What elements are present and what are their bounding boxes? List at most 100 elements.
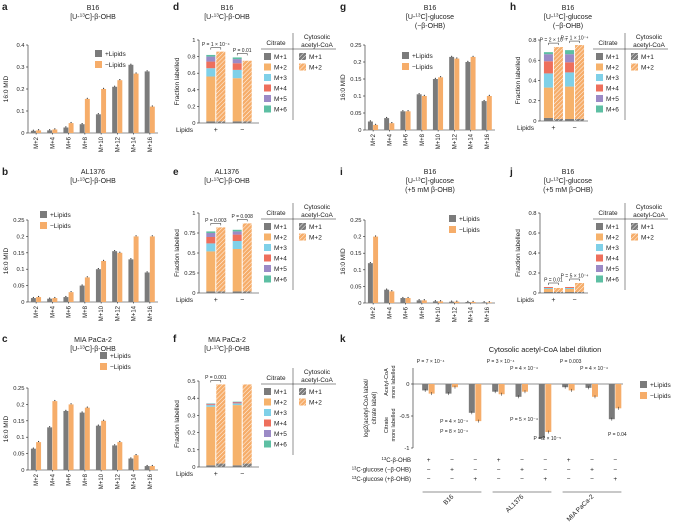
y-tick-label: 0.1: [353, 94, 361, 100]
bar-minus-lipids: [421, 96, 427, 130]
panel-c-title: MIA PaCa-2: [74, 337, 112, 344]
title-span: C]-β-OHB: [219, 14, 250, 21]
lipids-state-label: +: [551, 297, 555, 304]
citrate-bar-segment-M5: [565, 54, 575, 63]
legend-label-acetyl-coa-M2: M+2: [641, 65, 654, 72]
y-tick-label: 0.8: [528, 38, 536, 44]
legend-swatch-minus-lipids: [640, 392, 647, 399]
citrate-bar-segment-M4: [232, 234, 242, 241]
legend-swatch-citrate-M4: [264, 419, 271, 427]
bar-minus-lipids: [454, 301, 460, 303]
legend-cytosolic-heading: Cytosolic: [636, 34, 663, 41]
data-point: [86, 97, 88, 99]
bar-plus-lipids: [112, 445, 118, 470]
citrate-bar-segment-M5: [206, 233, 216, 237]
bar-minus-lipids: [454, 58, 460, 130]
legend-acetylcoa-heading: acetyl-CoA: [301, 212, 333, 219]
panel-g-title: (−β-OHB): [415, 23, 445, 30]
bar-minus-lipids: [149, 106, 155, 133]
y-axis-label: log2(acetyl-CoA label/: [364, 378, 370, 437]
legend-label-citrate-M4: M+4: [606, 86, 619, 93]
title-span: [U-: [544, 178, 554, 185]
condition-mark: +: [450, 467, 454, 474]
condition-row-label-text: C-glucose (+β-OHB): [356, 477, 411, 483]
lipids-row-label: Lipids: [176, 471, 194, 478]
title-span: C]-glucose: [421, 178, 455, 185]
legend-swatch-citrate-M2: [596, 233, 603, 241]
y-tick-label: 0.2: [187, 104, 195, 110]
data-point: [391, 290, 393, 292]
condition-row-label-isotope: 13: [382, 456, 387, 461]
y-tick-label: 1: [192, 38, 195, 44]
bar-plus-lipids: [112, 251, 118, 302]
data-point: [70, 121, 72, 124]
legend-swatch-minus-lipids: [402, 63, 409, 70]
legend-label-citrate-M2: M+2: [274, 65, 287, 72]
y-tick-label: 0: [192, 465, 195, 471]
y-axis-label: 16:0 MID: [340, 248, 347, 275]
legend-label-citrate-M5: M+5: [606, 96, 619, 103]
data-point: [81, 123, 83, 125]
legend-label-acetyl-coa-M1: M+1: [309, 54, 322, 61]
panel-i-title: B16: [424, 169, 437, 176]
y-axis-label: Fraction labelled: [515, 56, 522, 104]
legend-swatch-acetyl-coa-M1: [299, 53, 306, 60]
title-span: C]-β-OHB: [85, 178, 116, 185]
citrate-bar-segment-M1: [206, 291, 216, 293]
bar-plus-lipids: [465, 302, 471, 303]
data-point: [451, 55, 453, 57]
legend-swatch-citrate-M4: [264, 84, 271, 92]
x-tick-label: M+10: [99, 136, 105, 152]
panel-e-title: AL1376: [215, 169, 239, 176]
condition-row-label: 13C-glucose (−β-OHB): [352, 465, 411, 473]
acetyl-coa-bar-M2: [553, 288, 563, 292]
legend-label-citrate-M3: M+3: [274, 245, 287, 252]
legend-swatch-citrate-M5: [264, 430, 271, 437]
bar-minus-lipids: [592, 384, 598, 397]
lipids-state-label: +: [214, 471, 218, 478]
group-label: AL1376: [505, 493, 526, 514]
legend-label-acetyl-coa-M2: M+2: [309, 235, 322, 242]
legend-label-citrate-M5: M+5: [274, 96, 287, 103]
bar-minus-lipids: [438, 301, 444, 303]
y-tick-label: 0.25: [350, 218, 361, 224]
group-label: MIA PaCa-2: [566, 493, 596, 523]
data-point: [472, 55, 474, 57]
title-span: [U-: [70, 178, 80, 185]
title-span: 13: [214, 177, 220, 183]
data-point: [114, 444, 116, 446]
y-tick-label: 0.1: [16, 109, 24, 115]
citrate-bar-segment-M2: [206, 406, 216, 466]
data-point: [369, 261, 371, 264]
legend-label-citrate-M1: M+1: [606, 54, 619, 61]
y-tick-label: 0: [21, 468, 24, 474]
y-tick-label: 0.8: [187, 55, 195, 61]
legend-swatch-citrate-M3: [264, 244, 271, 251]
data-point: [423, 94, 425, 96]
x-tick-label: M+12: [452, 133, 458, 149]
condition-mark: −: [590, 457, 594, 464]
panel-e-title-line: [U-13C]-β-OHB: [204, 177, 250, 185]
condition-row-label-text: C-glucose (−β-OHB): [356, 468, 411, 474]
data-point: [54, 296, 56, 299]
citrate-bar-segment-M1: [543, 292, 553, 293]
legend-swatch-citrate-M1: [264, 53, 271, 60]
bar-plus-lipids: [445, 384, 452, 394]
y-tick-label: 0.6: [187, 71, 195, 77]
title-span: [U-: [70, 14, 80, 21]
y-axis-label: Fraction labelled: [174, 57, 181, 105]
bar-plus-lipids: [608, 384, 615, 420]
data-point: [54, 399, 56, 402]
bar-minus-lipids: [133, 73, 139, 133]
pvalue-label: P = 0.01: [544, 278, 563, 284]
bar-minus-lipids: [84, 98, 90, 133]
data-point: [369, 120, 371, 122]
legend-label-citrate-M6: M+6: [274, 442, 287, 449]
y-tick-label: 0.25: [13, 386, 24, 392]
pvalue-label: P = 4 × 10⁻⁴: [440, 419, 468, 425]
legend-swatch-plus-lipids: [640, 381, 647, 388]
data-point: [467, 300, 469, 303]
y-axis-label: 16:0 MID: [3, 248, 10, 275]
bar-minus-lipids: [68, 123, 74, 133]
x-tick-label: M+16: [148, 305, 154, 321]
